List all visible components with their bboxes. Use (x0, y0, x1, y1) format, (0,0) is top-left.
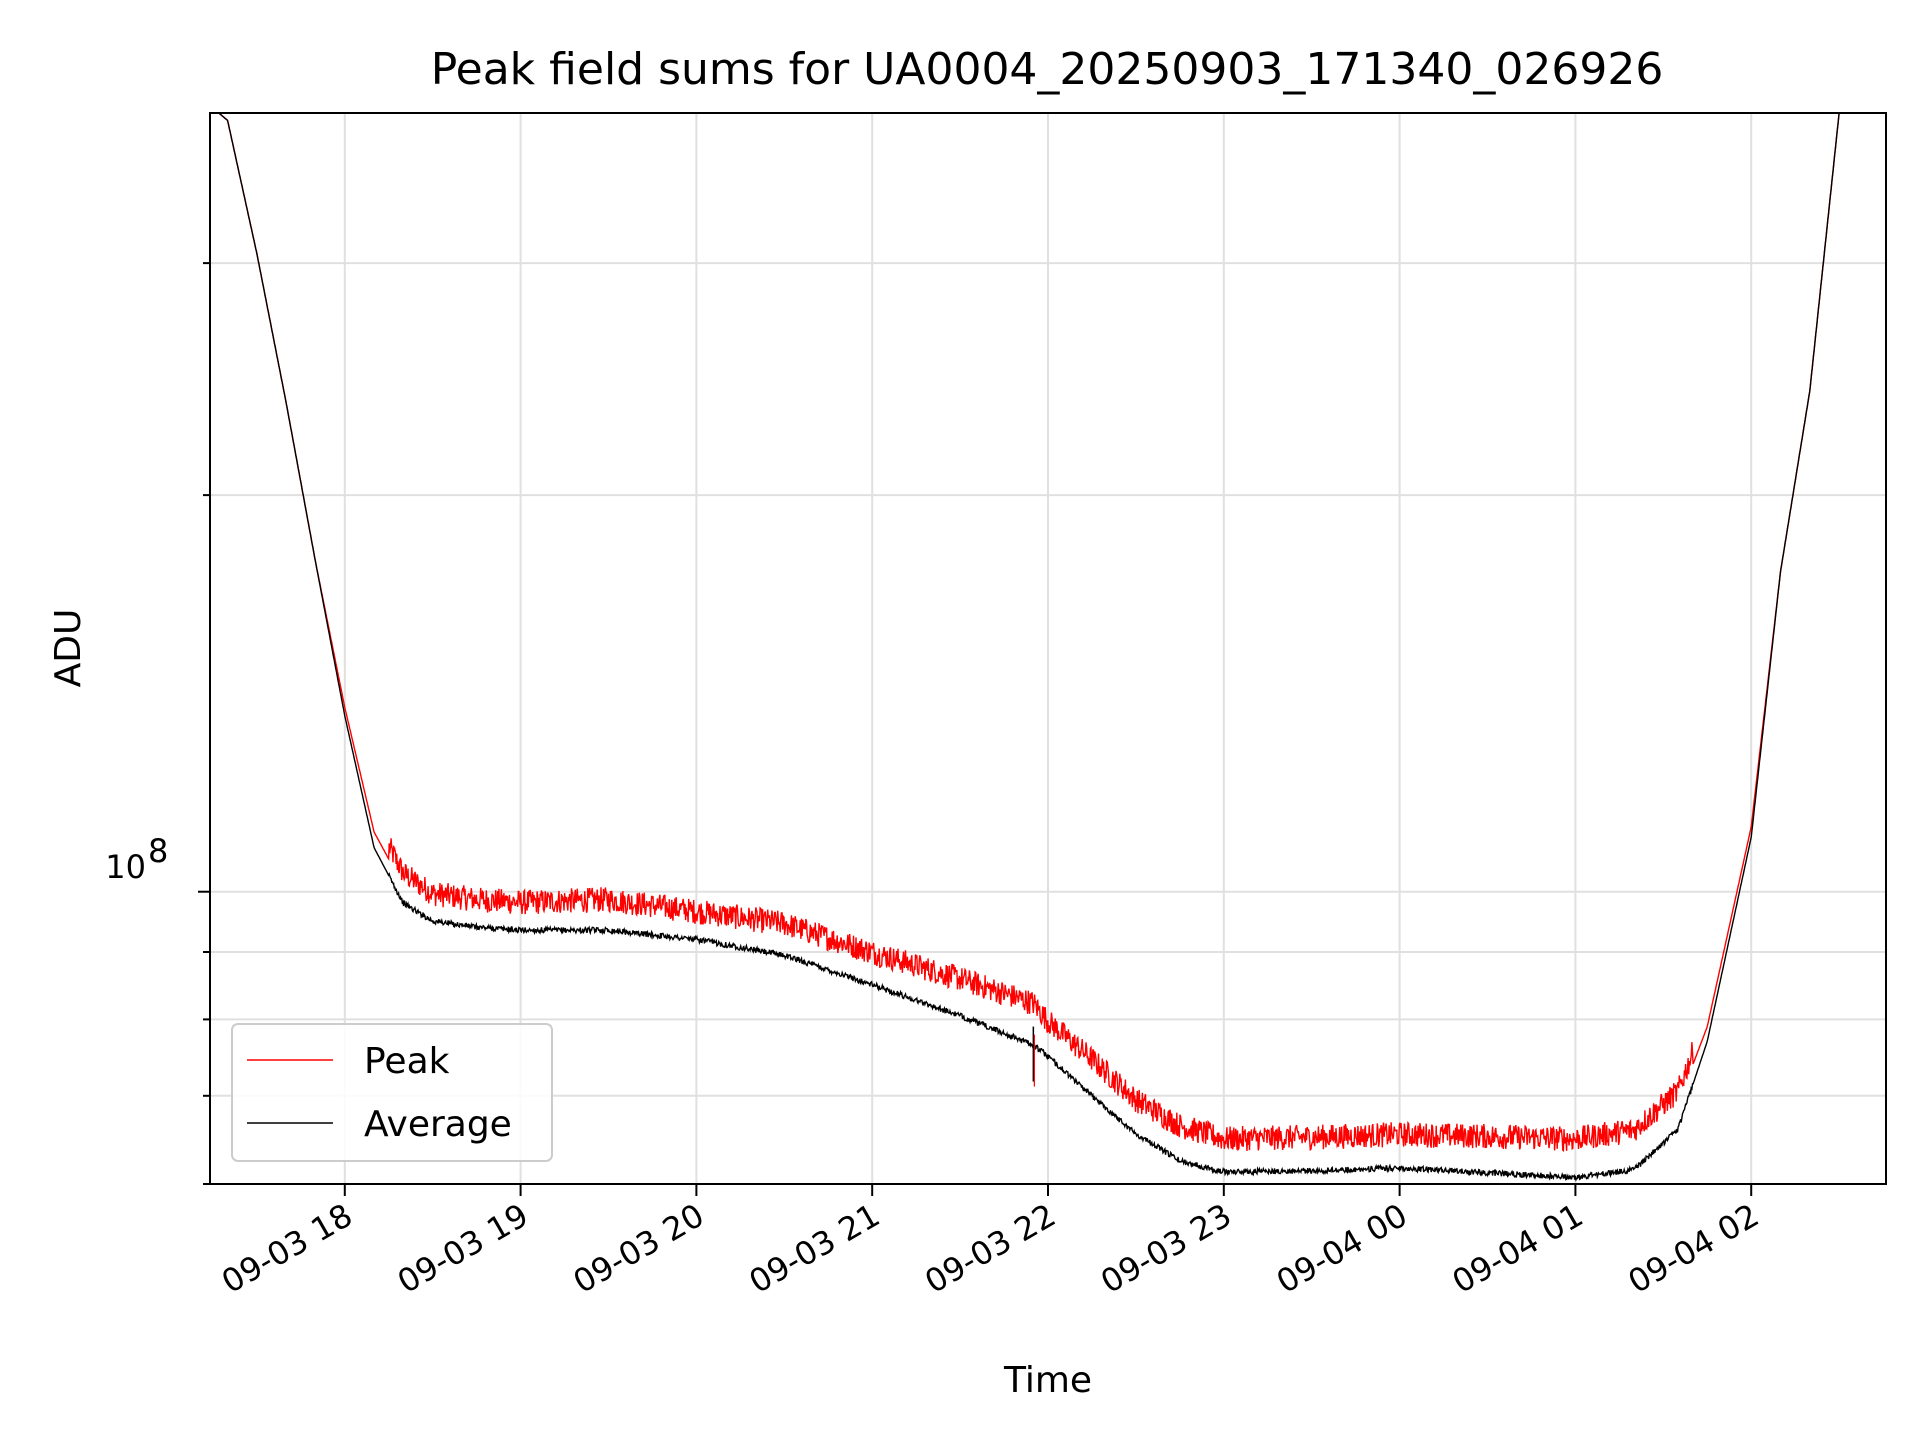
peak-series-line (210, 113, 1840, 1153)
y-axis-label: ADU (48, 609, 89, 688)
y-tick-exponent: 8 (148, 832, 168, 870)
average-series-line (210, 113, 1840, 1182)
legend-box (231, 1023, 553, 1162)
x-axis-label: Time (1003, 1360, 1092, 1401)
y-tick-label-1e8: 10 8 (105, 832, 168, 886)
legend-label-average: Average (364, 1104, 512, 1145)
y-tick-base: 10 (105, 848, 146, 886)
series-layer (210, 113, 1840, 1182)
legend-label-peak: Peak (364, 1041, 450, 1082)
chart-title: Peak field sums for UA0004_20250903_1713… (431, 44, 1664, 95)
legend: Peak Average (231, 1023, 553, 1162)
